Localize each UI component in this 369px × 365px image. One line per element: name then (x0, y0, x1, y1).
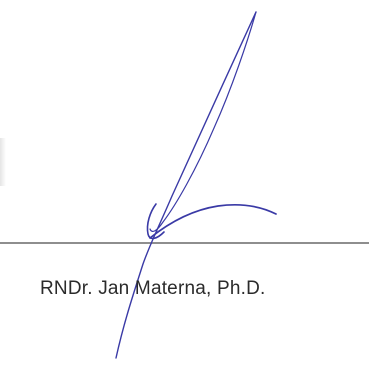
signature-stroke-hook (146, 203, 165, 240)
signature-line (0, 242, 369, 244)
signature-stroke-loop (149, 11, 257, 232)
signature-stroke-tail (149, 204, 277, 239)
scan-edge-shadow (0, 138, 6, 186)
signature-stroke-main (115, 11, 257, 359)
signer-name: RNDr. Jan Materna, Ph.D. (40, 278, 266, 299)
